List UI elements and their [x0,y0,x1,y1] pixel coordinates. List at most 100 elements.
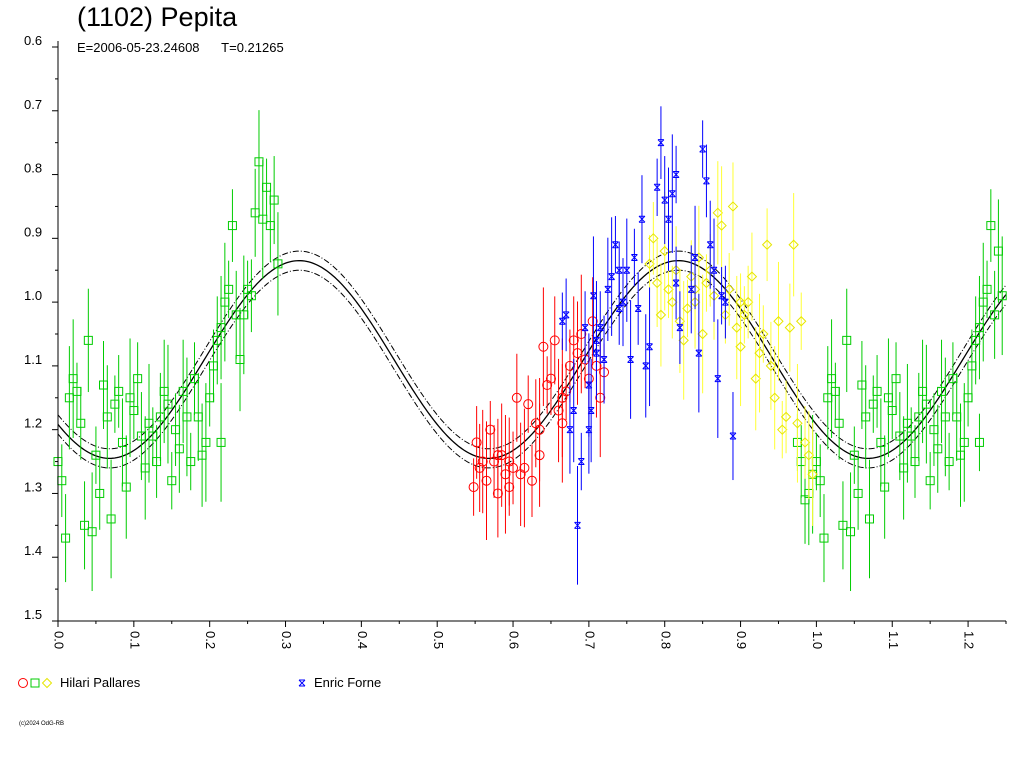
data-point [634,304,642,312]
data-point [796,316,807,327]
data-point [729,432,737,440]
data-point [581,324,589,332]
data-point [114,386,124,396]
data-point [659,245,670,257]
data-point [807,469,818,480]
data-point [777,424,788,435]
fit-envelope-lower [57,269,1007,469]
data-point [701,277,712,289]
data-point [746,271,758,282]
data-point [644,258,655,270]
data-point [186,457,196,467]
data-point [940,412,950,422]
data-point [651,277,663,289]
data-point [511,392,522,403]
data-point [549,335,560,346]
epoch-label: E=2006-05-23.24608 [77,40,200,55]
data-point [891,374,901,384]
data-point [182,412,192,422]
data-point [576,329,587,339]
data-point [553,405,564,416]
data-point [481,475,492,486]
x-tick-label: 0.9 [734,631,749,649]
y-tick-label: 1.0 [24,288,42,303]
data-point [496,450,507,461]
legend-entry-hilari-pallares: Hilari Pallares [18,675,140,690]
data-point [273,259,283,269]
data-point [106,514,116,524]
data-point [224,284,234,294]
data-point [761,239,773,250]
data-point [608,273,615,281]
data-point [167,476,177,486]
data-point [504,456,515,467]
data-point [492,450,503,461]
x-tick-label: 0.7 [582,631,597,649]
x-tick-label: 1.1 [886,631,901,649]
data-point [723,284,735,295]
data-point [672,171,680,179]
data-point [758,328,769,340]
data-point [739,309,750,321]
data-points [53,106,1007,592]
x-tick-label: 1.2 [962,631,977,649]
data-point [769,392,780,403]
data-point [201,437,211,447]
data-point [990,310,1000,320]
period-label: T=0.21265 [221,40,284,55]
data-point [646,343,653,351]
data-point [121,482,131,492]
data-point [849,450,859,460]
fit-curves [57,250,1007,469]
data-point [485,424,496,435]
data-point [693,252,705,263]
y-tick-label: 1.4 [24,543,42,558]
data-point [519,462,530,473]
y-tick-label: 0.6 [24,33,42,48]
data-point [523,399,534,410]
data-point [703,177,710,185]
data-point [595,392,606,403]
data-point [997,291,1007,301]
data-point [846,527,856,537]
data-point [663,284,674,295]
data-point [653,183,661,191]
data-point [780,411,792,423]
data-point [527,475,537,486]
data-point [864,514,874,524]
data-point [570,407,578,415]
data-point [742,296,754,308]
data-point [861,412,871,422]
data-point [262,182,272,192]
data-point [593,336,600,344]
data-point [648,233,659,244]
data-point [564,360,575,371]
data-point [665,215,672,223]
data-point [216,437,226,447]
data-point [982,284,992,294]
data-point [921,399,931,409]
fit-envelope-upper [57,250,1007,450]
data-point [735,341,746,352]
data-point [471,437,482,448]
data-point [269,195,279,205]
data-point [574,521,581,529]
legend-label: Hilari Pallares [60,675,141,690]
data-point [258,214,268,224]
data-point [627,356,634,364]
data-point [587,316,598,327]
data-point [784,322,796,333]
data-point [566,426,574,434]
data-point [773,316,784,327]
data-point [538,341,549,352]
x-tick-label: 1.0 [810,631,825,649]
data-point [667,296,678,308]
data-point [558,317,566,325]
legend-markers-icon [18,677,53,688]
data-point [695,349,703,357]
data-point [731,322,742,333]
data-point [568,335,579,346]
legend-entry-enric-forne: Enric Forne [296,675,381,690]
fit-curve [57,260,1007,460]
